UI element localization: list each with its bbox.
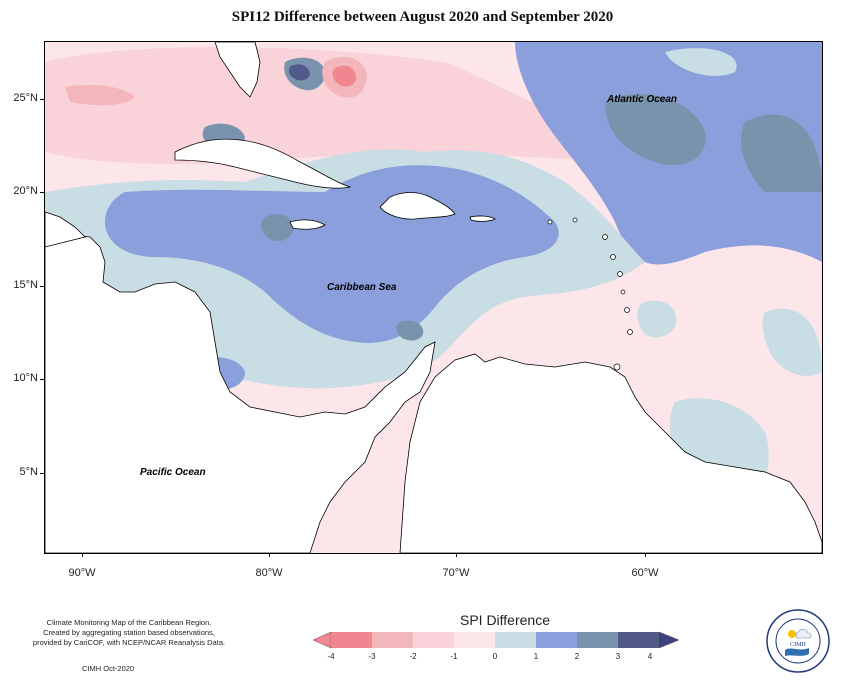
credit-date: CIMH Oct-2020 <box>82 664 135 673</box>
legend-label: 1 <box>533 652 539 661</box>
legend-label: 2 <box>574 652 580 661</box>
lat-tickmark <box>40 192 44 193</box>
lon-tickmark <box>269 553 270 557</box>
legend-label: 3 <box>615 652 621 661</box>
credit-line-2: Created by aggregating station based obs… <box>43 628 215 637</box>
logo-text: CIMH <box>790 642 806 648</box>
legend-arrow-left <box>313 631 332 649</box>
credit-line-3: provided by CariCOF, with NCEP/NCAR Rean… <box>32 638 226 647</box>
lat-tickmark <box>40 379 44 380</box>
lon-tick-70w: 70°W <box>442 567 470 579</box>
legend-label: 0 <box>492 652 498 661</box>
legend-label: -1 <box>450 652 458 661</box>
legend-swatch <box>618 632 659 648</box>
legend-swatch <box>413 632 454 648</box>
legend-title: SPI Difference <box>459 612 550 628</box>
legend-swatch <box>577 632 618 648</box>
lat-tickmark <box>40 99 44 100</box>
legend-swatch <box>495 632 536 648</box>
lat-tick-20n: 20°N <box>13 185 38 197</box>
legend-swatch <box>372 632 413 648</box>
lon-tickmark <box>456 553 457 557</box>
label-pacific-ocean: Pacific Ocean <box>140 467 206 478</box>
lat-tick-15n: 15°N <box>13 279 38 291</box>
lon-tickmark <box>645 553 646 557</box>
lat-tickmark <box>40 286 44 287</box>
legend-label: 4 <box>647 652 653 661</box>
map-area: Atlantic Ocean Caribbean Sea Pacific Oce… <box>44 41 823 554</box>
lat-tick-25n: 25°N <box>13 92 38 104</box>
lon-tick-80w: 80°W <box>255 567 283 579</box>
lon-tick-60w: 60°W <box>631 567 659 579</box>
label-caribbean-sea: Caribbean Sea <box>327 282 397 293</box>
lat-tick-5n: 5°N <box>19 466 38 478</box>
map-title: SPI12 Difference between August 2020 and… <box>231 9 614 25</box>
lon-tickmark <box>82 553 83 557</box>
lat-tickmark <box>40 473 44 474</box>
legend-label: -3 <box>368 652 376 661</box>
map-credit: Climate Monitoring Map of the Caribbean … <box>14 618 244 648</box>
spi-map <box>45 42 822 553</box>
legend-swatch <box>536 632 577 648</box>
credit-line-1: Climate Monitoring Map of the Caribbean … <box>46 618 212 627</box>
legend-swatch <box>331 632 372 648</box>
legend-label: -2 <box>409 652 417 661</box>
legend-arrow-right <box>658 631 680 649</box>
legend-swatch <box>454 632 495 648</box>
cimh-logo-icon: CIMH <box>766 609 830 673</box>
legend-colorbar <box>313 631 680 649</box>
lat-tick-10n: 10°N <box>13 372 38 384</box>
legend-label: -4 <box>327 652 335 661</box>
label-atlantic-ocean: Atlantic Ocean <box>607 94 678 105</box>
lon-tick-90w: 90°W <box>68 567 96 579</box>
